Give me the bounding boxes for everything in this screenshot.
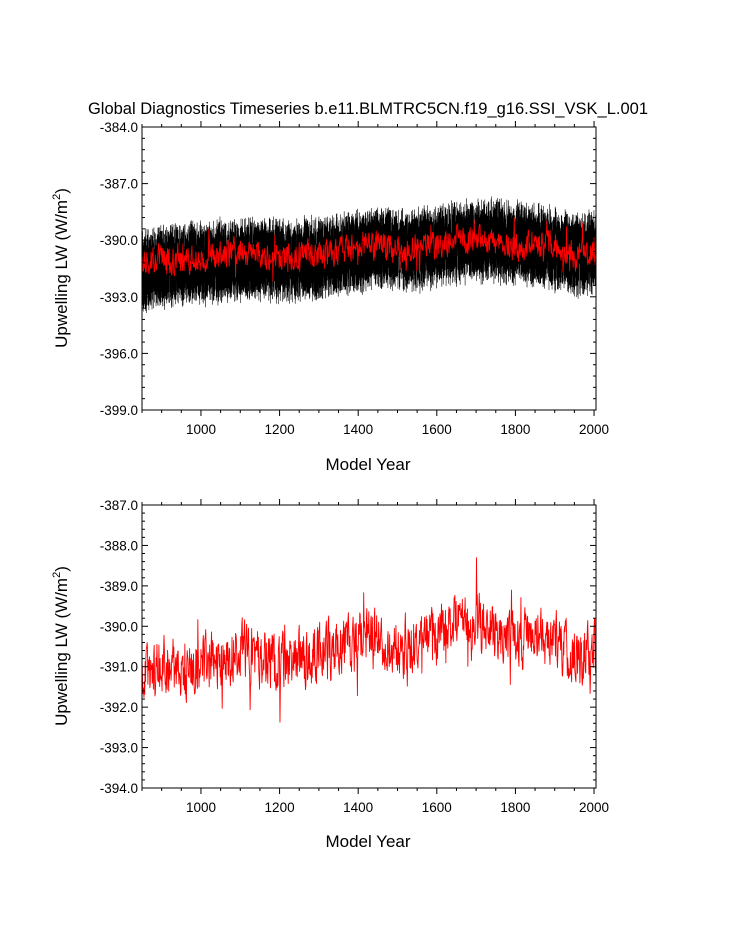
y-tick-label: -390.0 (100, 619, 138, 634)
y-tick-label: -388.0 (100, 538, 138, 553)
bottom-y-axis-label-main: Upwelling LW (W/m (52, 578, 71, 726)
y-tick-label: -393.0 (100, 741, 138, 756)
chart-title: Global Diagnostics Timeseries b.e11.BLMT… (88, 100, 648, 118)
x-tick-label: 1000 (186, 422, 216, 437)
bottom-series-layer (142, 557, 596, 723)
top-y-axis-label-main: Upwelling LW (W/m (52, 200, 71, 348)
y-tick-label: -391.0 (100, 660, 138, 675)
bottom-y-axis-label-close: ) (52, 566, 71, 572)
series-line-annual (142, 557, 596, 723)
x-tick-label: 1000 (186, 800, 216, 815)
x-tick-label: 1400 (343, 422, 373, 437)
top-series-layer (142, 196, 596, 314)
y-tick-label: -390.0 (100, 233, 138, 248)
top-panel: 1000 1200 1400 1600 1800 2000 -384.0 -387.0 -390… (51, 120, 609, 474)
x-tick-label: 1200 (265, 800, 295, 815)
top-x-axis-label: Model Year (325, 455, 410, 474)
top-y-axis-label-superscript: 2 (51, 194, 63, 200)
bottom-y-axis-label: Upwelling LW (W/m2) (51, 566, 71, 726)
y-tick-label: -389.0 (100, 579, 138, 594)
x-tick-label: 1600 (422, 422, 452, 437)
y-tick-label: -387.0 (100, 498, 138, 513)
x-tick-label: 1800 (500, 422, 530, 437)
series-line-annual (142, 217, 596, 282)
y-tick-label: -384.0 (100, 120, 138, 135)
x-tick-label: 2000 (579, 800, 609, 815)
y-tick-label: -396.0 (100, 346, 138, 361)
x-tick-label: 2000 (579, 422, 609, 437)
y-tick-label: -399.0 (100, 403, 138, 418)
x-tick-label: 1400 (343, 800, 373, 815)
top-y-axis-label-close: ) (52, 188, 71, 194)
top-y-axis-label: Upwelling LW (W/m2) (51, 188, 71, 348)
y-tick-label: -393.0 (100, 290, 138, 305)
x-tick-label: 1800 (500, 800, 530, 815)
top-tick-layer: 1000 1200 1400 1600 1800 2000 -384.0 -387.0 -390… (100, 120, 609, 437)
y-tick-label: -394.0 (100, 781, 138, 796)
x-tick-label: 1600 (422, 800, 452, 815)
y-tick-label: -392.0 (100, 700, 138, 715)
top-plot-frame (141, 126, 597, 411)
bottom-y-axis-label-superscript: 2 (51, 572, 63, 578)
y-tick-label: -387.0 (100, 177, 138, 192)
bottom-x-axis-label: Model Year (325, 832, 410, 851)
bottom-plot-frame (141, 504, 597, 789)
bottom-panel: 1000 1200 1400 1600 1800 2000 -387.0 -388.0 -389… (51, 498, 609, 851)
bottom-tick-layer: 1000 1200 1400 1600 1800 2000 -387.0 -388.0 -389… (100, 498, 609, 815)
x-tick-label: 1200 (265, 422, 295, 437)
